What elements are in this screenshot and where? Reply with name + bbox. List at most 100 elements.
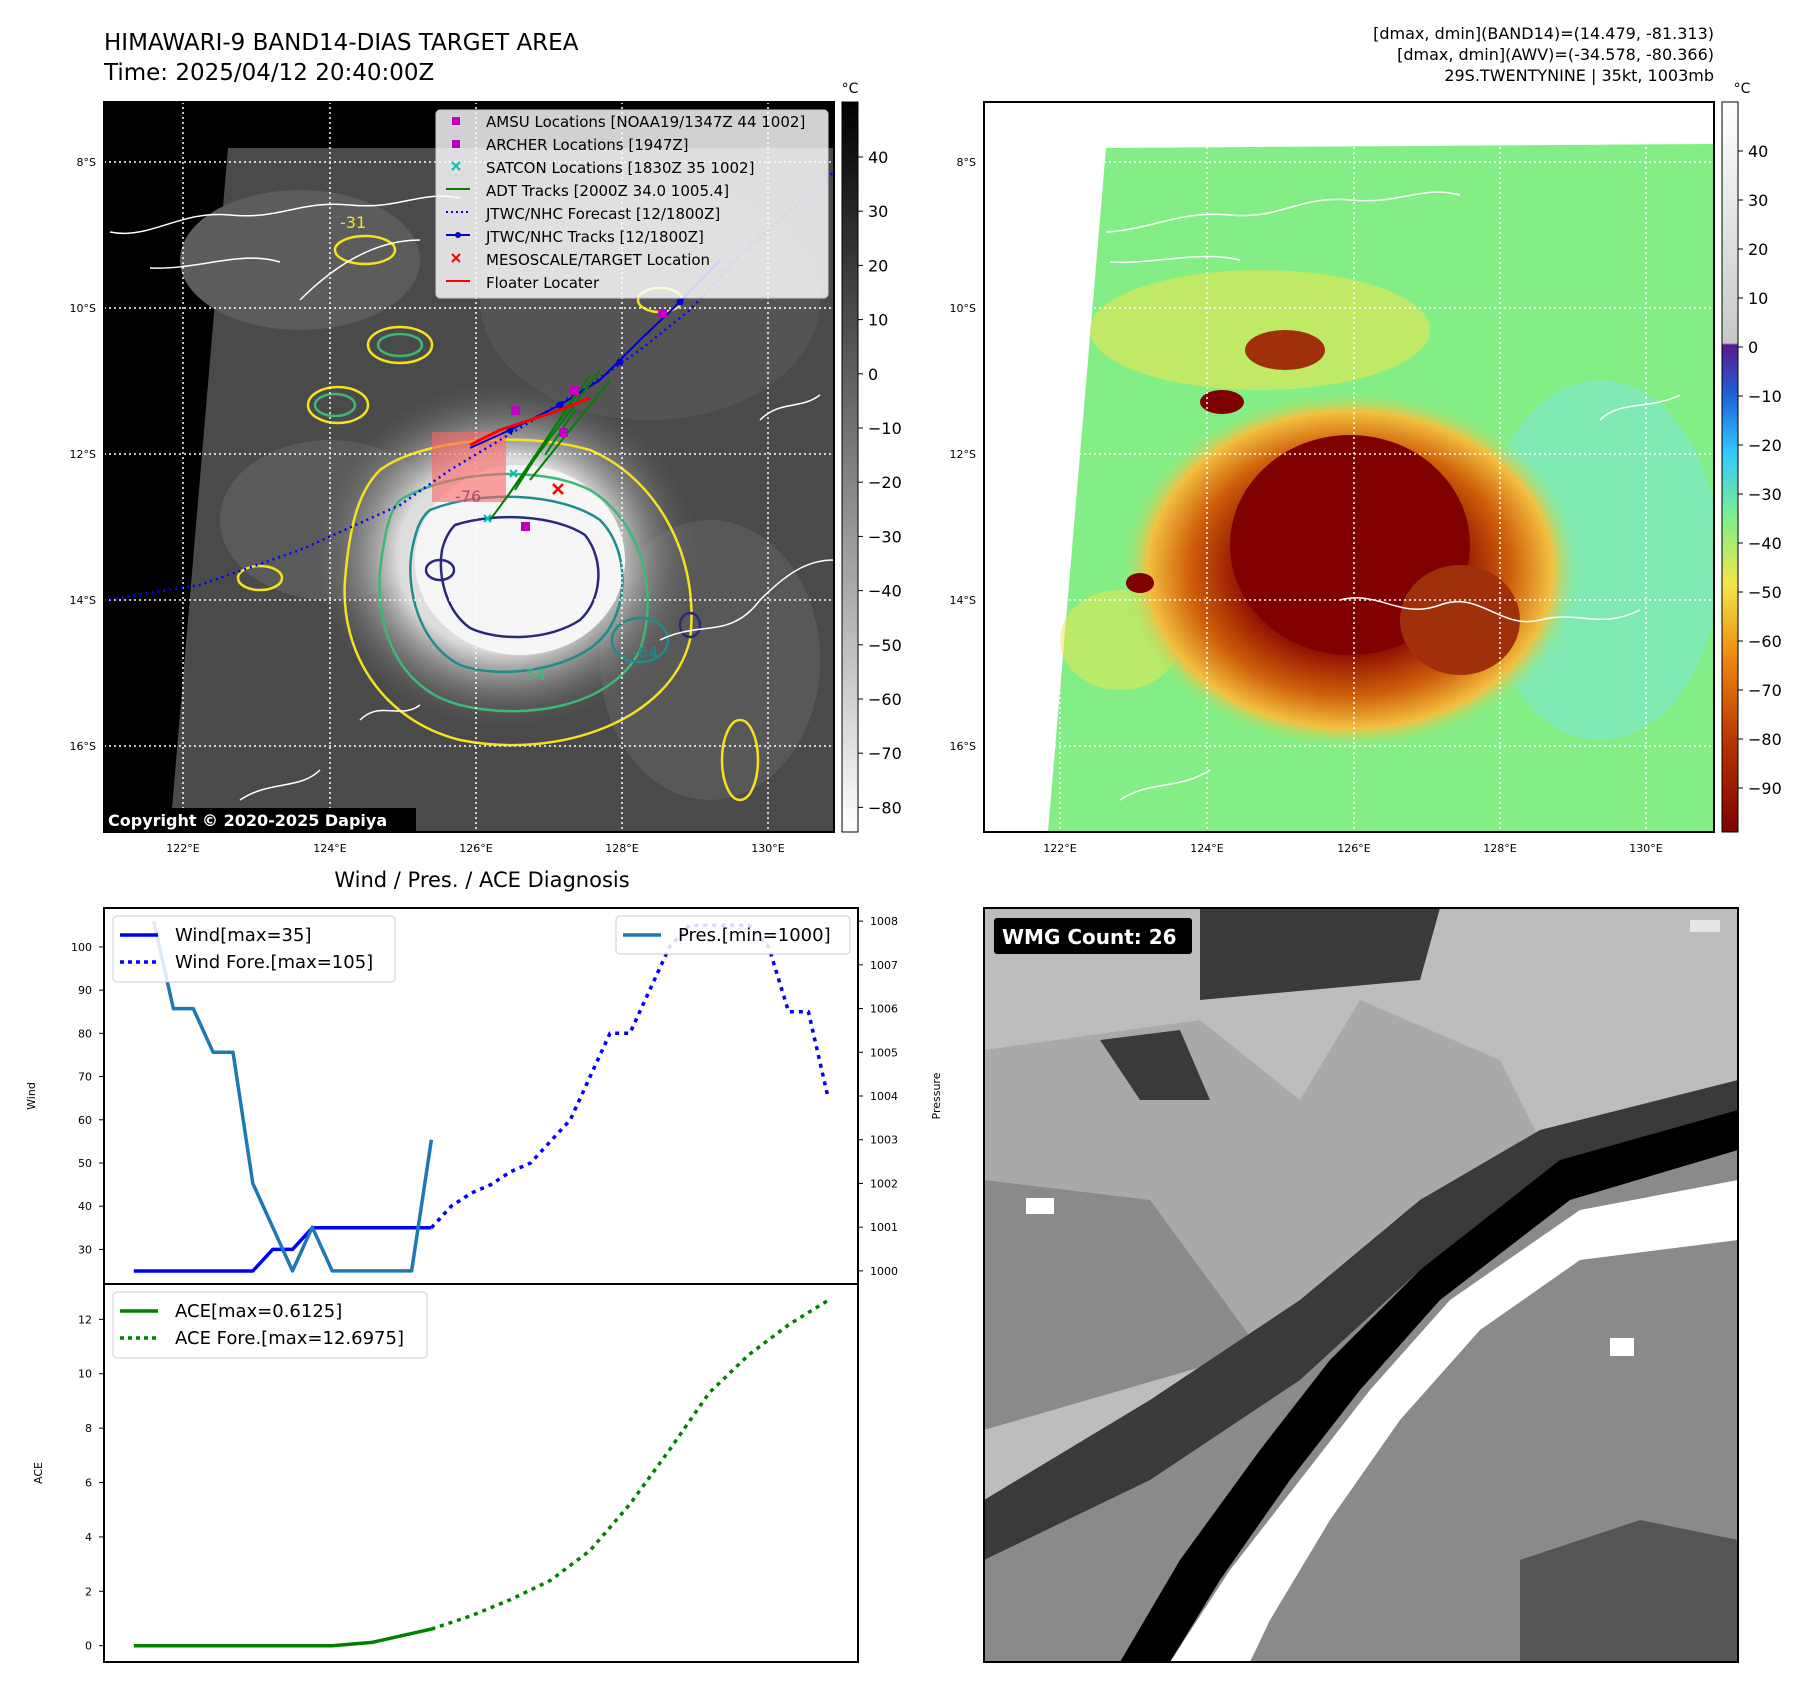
awv-colorbar-tick-label: 10 (1748, 289, 1768, 308)
amsu-markers (511, 309, 667, 531)
y-tick-label: 2 (85, 1585, 92, 1598)
contour-label-54: -54 (520, 665, 546, 684)
pressure-series-line (151, 920, 434, 1273)
y-tick-label: 10 (78, 1368, 92, 1381)
y-tick-label: 50 (78, 1157, 92, 1170)
contour-green (313, 332, 649, 713)
y-tick-label: 70 (78, 1071, 92, 1084)
awv-colorbar-tick-label: 30 (1748, 191, 1768, 210)
ir-colorbar-tick-label: −50 (868, 636, 902, 655)
info-storm: 29S.TWENTYNINE | 35kt, 1003mb (1444, 66, 1714, 85)
awv-axis-labels: 8°S 10°S 12°S 14°S 16°S 122°E 124°E 126°… (950, 156, 1663, 855)
copyright: Copyright © 2020-2025 Dapiya (108, 811, 387, 830)
ir-colorbar-tick-label: 20 (868, 256, 888, 275)
ir-colorbar-tick-label: 40 (868, 148, 888, 167)
lon-label: 130°E (1629, 842, 1662, 855)
lon-label: 126°E (1337, 842, 1370, 855)
legend-label: SATCON Locations [1830Z 35 1002] (486, 159, 754, 177)
y-tick-label: 30 (78, 1243, 92, 1256)
lat-label: 8°S (957, 156, 976, 169)
awv-gridlines (984, 102, 1714, 832)
wmg-count: WMG Count: 26 (1002, 925, 1177, 949)
legend-wind-fore: Wind Fore.[max=105] (175, 952, 373, 973)
lon-label: 128°E (1483, 842, 1516, 855)
floater-track (469, 396, 591, 447)
magenta-square-icon (452, 117, 460, 125)
ir-colorbar-tick-label: −60 (868, 690, 902, 709)
contour-label-31: -31 (340, 213, 366, 232)
awv-colorbar-tick-label: 20 (1748, 240, 1768, 259)
ir-colorbar-tick-label: 0 (868, 365, 878, 384)
ir-colorbar-tick-label: −80 (868, 798, 902, 817)
floater-box (432, 432, 506, 502)
awv-colorbar-tick-label: −40 (1748, 534, 1782, 553)
y-tick-label: 1006 (870, 1003, 898, 1016)
y-tick-label: 0 (85, 1640, 92, 1653)
ir-colorbar: °C 40 30 20 10 0 −10 −20 −30 −40 −50 −60 −70 −80 (841, 81, 902, 833)
legend-label: JTWC/NHC Tracks [12/1800Z] (485, 228, 704, 246)
awv-map-panel (983, 101, 1715, 833)
awv-colorbar-tick-label: 40 (1748, 142, 1768, 161)
contour-navy (424, 515, 702, 639)
lon-label: 128°E (605, 842, 638, 855)
y-tick-label: 100 (71, 941, 92, 954)
y-tick-label: 1005 (870, 1046, 898, 1059)
legend-label: JTWC/NHC Forecast [12/1800Z] (485, 205, 720, 223)
lon-label: 122°E (1043, 842, 1076, 855)
lat-label: 10°S (950, 302, 976, 315)
lat-label: 12°S (70, 448, 96, 461)
contour-label-64: -64 (632, 643, 658, 662)
awv-colorbar-tick-label: −20 (1748, 436, 1782, 455)
y-tick-label: 6 (85, 1477, 92, 1490)
ace-legend: ACE[max=0.6125] ACE Fore.[max=12.6975] (112, 1291, 428, 1359)
y-tick-label: 4 (85, 1531, 92, 1544)
y-tick-label: 8 (85, 1422, 92, 1435)
coastlines (109, 195, 834, 801)
y-tick-label: 60 (78, 1114, 92, 1127)
ir-colorbar-tick-label: 30 (868, 202, 888, 221)
awv-colorbar-tick-label: 0 (1748, 338, 1758, 357)
legend-ace-fore: ACE Fore.[max=12.6975] (175, 1328, 404, 1349)
awv-colorbar-tick-label: −90 (1748, 779, 1782, 798)
contour-teal (409, 495, 670, 674)
lon-label: 130°E (751, 842, 784, 855)
cyan-x-icon (451, 161, 461, 171)
awv-coastlines (1105, 191, 1681, 801)
y-tick-label: 40 (78, 1200, 92, 1213)
awv-colorbar-tick-label: −10 (1748, 387, 1782, 406)
ir-colorbar-unit: °C (842, 81, 859, 97)
ir-map-panel: -31 -54 -64 -76 (103, 101, 835, 833)
jtwc-track-points (506, 298, 684, 434)
magenta-square-icon (452, 140, 460, 148)
ir-colorbar-tick-label: −10 (868, 419, 902, 438)
lat-label: 16°S (950, 740, 976, 753)
y-tick-label: 1008 (870, 915, 898, 928)
lon-label: 126°E (459, 842, 492, 855)
pressure-ylabel: Pressure (930, 1072, 943, 1119)
y-tick-label: 90 (78, 984, 92, 997)
awv-colorbar-tick-label: −80 (1748, 730, 1782, 749)
info-awv: [dmax, dmin](AWV)=(-34.578, -80.366) (1397, 45, 1714, 64)
awv-colorbar-tick-label: −50 (1748, 583, 1782, 602)
legend-label: Floater Locater (486, 274, 600, 292)
lat-label: 12°S (950, 448, 976, 461)
satcon-markers (483, 469, 518, 523)
y-tick-label: 80 (78, 1027, 92, 1040)
y-tick-label: 1000 (870, 1265, 898, 1278)
wmg-panel: WMG Count: 26 (983, 907, 1739, 1663)
y-tick-label: 1004 (870, 1090, 898, 1103)
lon-label: 122°E (166, 842, 199, 855)
legend-ace: ACE[max=0.6125] (175, 1301, 342, 1322)
ir-colorbar-tick-label: −40 (868, 582, 902, 601)
map-legend: AMSU Locations [NOAA19/1347Z 44 1002] AR… (435, 109, 829, 299)
legend-label: ARCHER Locations [1947Z] (486, 136, 689, 154)
ir-colorbar-tick-label: −30 (868, 527, 902, 546)
awv-colorbar-tick-label: −30 (1748, 485, 1782, 504)
legend-label: MESOSCALE/TARGET Location (486, 251, 710, 269)
ir-axis-labels: 8°S 10°S 12°S 14°S 16°S 122°E 124°E 126°… (70, 156, 785, 855)
awv-colorbar: °C 40 30 20 10 0 −10 −20 −30 −40 −50 −60 −70 −80 −90 (1721, 81, 1782, 833)
wind-legend: Wind[max=35] Wind Fore.[max=105] (112, 915, 396, 983)
ace-series-line (133, 1627, 432, 1648)
info-band14: [dmax, dmin](BAND14)=(14.479, -81.313) (1373, 24, 1714, 43)
awv-colorbar-tick-label: −70 (1748, 681, 1782, 700)
